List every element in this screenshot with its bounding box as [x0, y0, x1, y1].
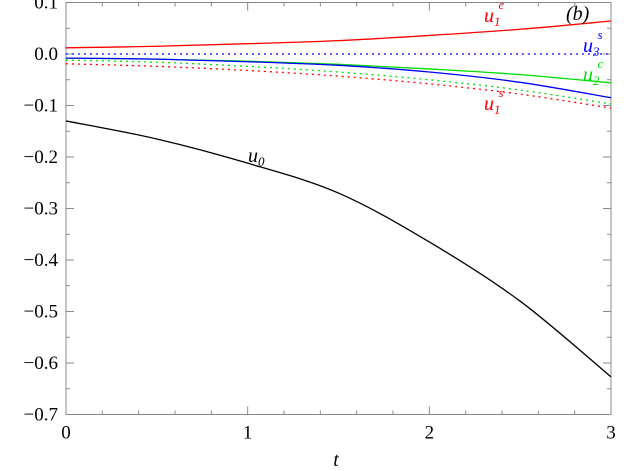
series-line-unlabeled-5: [65, 57, 612, 99]
x-tick-label: 2: [425, 423, 435, 444]
label-sup: c: [598, 56, 604, 71]
series-label-u3s: u3 s: [583, 27, 603, 59]
label-sup: c: [499, 0, 505, 12]
label-main: u: [248, 145, 258, 167]
label-sub: 1: [494, 102, 501, 117]
series-line-u2c: [65, 57, 612, 84]
y-tick-label: −0.5: [24, 302, 58, 323]
panel-label: (b): [566, 3, 590, 25]
label-main: u: [484, 5, 494, 27]
series-label-u1c: u1 c: [484, 0, 505, 29]
series-line-unlabeled-6: [65, 59, 612, 105]
series-label-u1s: u1 s: [484, 85, 504, 117]
y-tick-label: −0.3: [24, 199, 58, 220]
x-tick-label: 0: [61, 423, 71, 444]
x-axis-label: t: [333, 449, 339, 471]
series-line-u0: [65, 120, 612, 378]
label-sub: 0: [258, 154, 265, 169]
x-tick-label: 3: [606, 423, 616, 444]
y-tick-label: −0.1: [24, 96, 58, 117]
label-main: u: [583, 64, 593, 86]
x-tick-label: 1: [243, 423, 253, 444]
label-sub: 1: [494, 14, 501, 29]
y-tick-label: −0.7: [24, 405, 58, 426]
label-sup: s: [598, 27, 603, 42]
y-tick-label: −0.4: [24, 250, 59, 271]
y-tick-label: −0.2: [24, 147, 58, 168]
y-tick-label: 0.0: [34, 44, 58, 65]
label-sub: 3: [592, 44, 600, 59]
series-label-u2c: u2 c: [583, 56, 604, 88]
label-sup: s: [499, 85, 504, 100]
series-label-u0: u0: [248, 145, 265, 169]
series-line-u1s: [65, 63, 612, 109]
series-line-u1c: [65, 20, 612, 49]
label-sub: 2: [593, 73, 600, 88]
y-tick-label: −0.6: [24, 353, 58, 374]
y-tick-label: 0.1: [34, 0, 58, 14]
label-main: u: [583, 35, 593, 57]
label-main: u: [484, 93, 494, 115]
